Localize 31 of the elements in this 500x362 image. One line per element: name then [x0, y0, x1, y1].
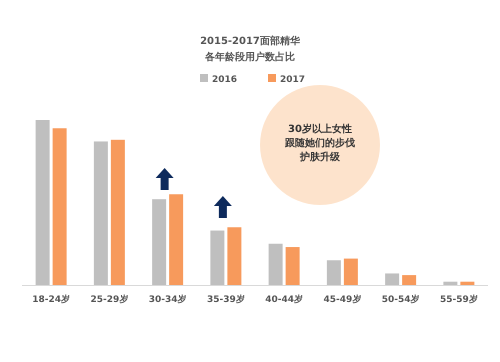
x-tick-label: 50-54岁: [382, 294, 420, 305]
x-tick-label: 40-44岁: [265, 294, 304, 305]
annotation: 跟随她们的步伐: [284, 137, 355, 149]
x-tick-label: 45-49岁: [323, 294, 362, 305]
bar: [286, 247, 300, 285]
bar: [52, 128, 67, 285]
bar: [227, 227, 242, 285]
legend-label: 2017: [280, 75, 306, 85]
bar: [443, 282, 458, 285]
bar: [169, 194, 184, 285]
chart-title: 2015-2017面部精华: [200, 35, 301, 47]
bar: [385, 273, 400, 285]
bar: [94, 141, 108, 285]
chart-subtitle: 各年龄段用户数占比: [204, 51, 295, 63]
bar: [210, 230, 224, 285]
bar: [344, 258, 358, 285]
annotation: 护肤升级: [299, 151, 341, 163]
bar: [110, 140, 125, 285]
bar: [326, 260, 341, 285]
x-tick-label: 25-29岁: [90, 294, 128, 305]
x-tick-label: 30-34岁: [148, 294, 187, 305]
x-tick-label: 35-39岁: [206, 294, 245, 305]
annotation: 30岁以上女性: [288, 123, 352, 135]
bar: [36, 120, 50, 285]
bar: [402, 275, 416, 285]
x-tick-label: 18-24岁: [32, 294, 70, 305]
bar: [268, 244, 283, 285]
bar: [460, 282, 474, 285]
legend-label: 2016: [212, 75, 238, 85]
bar: [152, 199, 166, 285]
x-tick-label: 55-59岁: [440, 294, 478, 305]
